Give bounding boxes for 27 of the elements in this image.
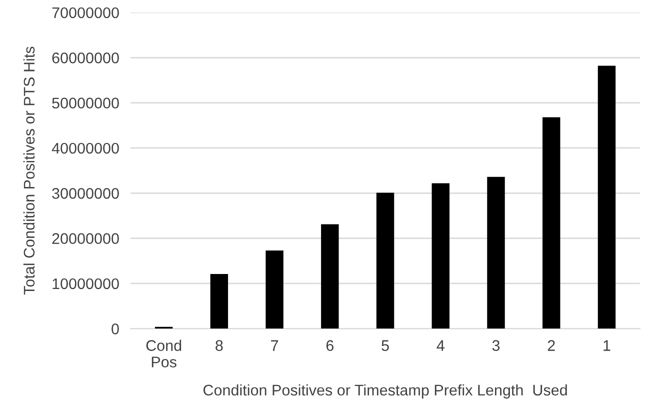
y-tick-label: 30000000	[52, 188, 119, 199]
bar	[210, 274, 228, 329]
bar	[598, 66, 616, 329]
bar	[266, 250, 284, 329]
y-tick-label: 50000000	[52, 98, 119, 108]
y-tick-label: 60000000	[52, 52, 119, 64]
x-tick-label: 1	[604, 340, 610, 351]
y-tick-label: 40000000	[52, 142, 119, 154]
bar	[487, 176, 505, 329]
y-tick-label: 20000000	[52, 233, 119, 244]
bar	[376, 192, 394, 329]
y-tick-label: 10000000	[52, 278, 119, 290]
y-tick-label: 70000000	[52, 7, 119, 18]
y-axis-title: Total Condition Positives or PTS Hits	[23, 46, 35, 295]
x-tick-label: 2	[548, 340, 555, 351]
bar	[542, 117, 560, 329]
x-axis-title: Condition Positives or Timestamp Prefix Length Used	[203, 384, 567, 399]
x-tick-label: 6	[326, 340, 334, 351]
x-tick-label: 7	[271, 340, 278, 351]
y-tick-label: 0	[112, 324, 119, 334]
bar	[321, 224, 339, 329]
x-tick-label: 3	[492, 340, 500, 351]
bar	[432, 183, 450, 329]
x-tick-label: Cond Pos	[146, 340, 182, 368]
x-tick-label: 4	[436, 340, 444, 351]
x-tick-label: 5	[382, 340, 389, 351]
x-tick-label: 8	[216, 340, 223, 351]
